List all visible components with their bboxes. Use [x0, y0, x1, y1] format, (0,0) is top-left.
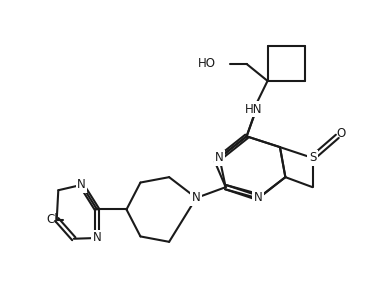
Text: O: O: [337, 127, 346, 140]
Text: S: S: [309, 151, 316, 164]
Text: Cl: Cl: [47, 213, 58, 226]
Text: N: N: [192, 191, 201, 204]
Text: HN: HN: [245, 103, 262, 116]
Text: N: N: [77, 178, 86, 191]
Text: HO: HO: [198, 57, 216, 70]
Text: N: N: [254, 191, 263, 204]
Text: N: N: [93, 231, 102, 245]
Text: N: N: [215, 151, 224, 164]
